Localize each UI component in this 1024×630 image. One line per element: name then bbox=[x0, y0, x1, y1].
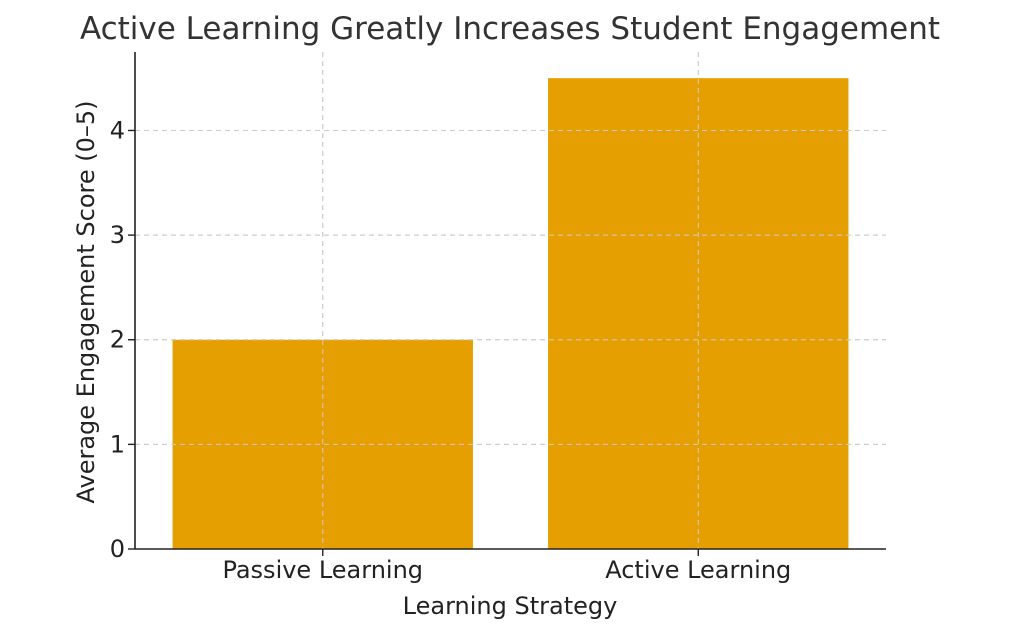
axis-layer: 0 1 2 3 4 Passive Learning Active Learning bbox=[110, 52, 886, 584]
y-axis-label: Average Engagement Score (0–5) bbox=[72, 100, 100, 503]
x-tick-label: Passive Learning bbox=[222, 556, 423, 584]
x-tick-label: Active Learning bbox=[605, 556, 791, 584]
y-tick-label: 2 bbox=[110, 326, 125, 354]
y-tick-label: 0 bbox=[110, 535, 125, 563]
x-axis-label: Learning Strategy bbox=[403, 592, 618, 620]
bar-layer bbox=[135, 52, 886, 549]
y-tick-label: 4 bbox=[110, 116, 125, 144]
y-tick-label: 3 bbox=[110, 221, 125, 249]
chart-title: Active Learning Greatly Increases Studen… bbox=[80, 11, 940, 47]
y-tick-label: 1 bbox=[110, 430, 125, 458]
